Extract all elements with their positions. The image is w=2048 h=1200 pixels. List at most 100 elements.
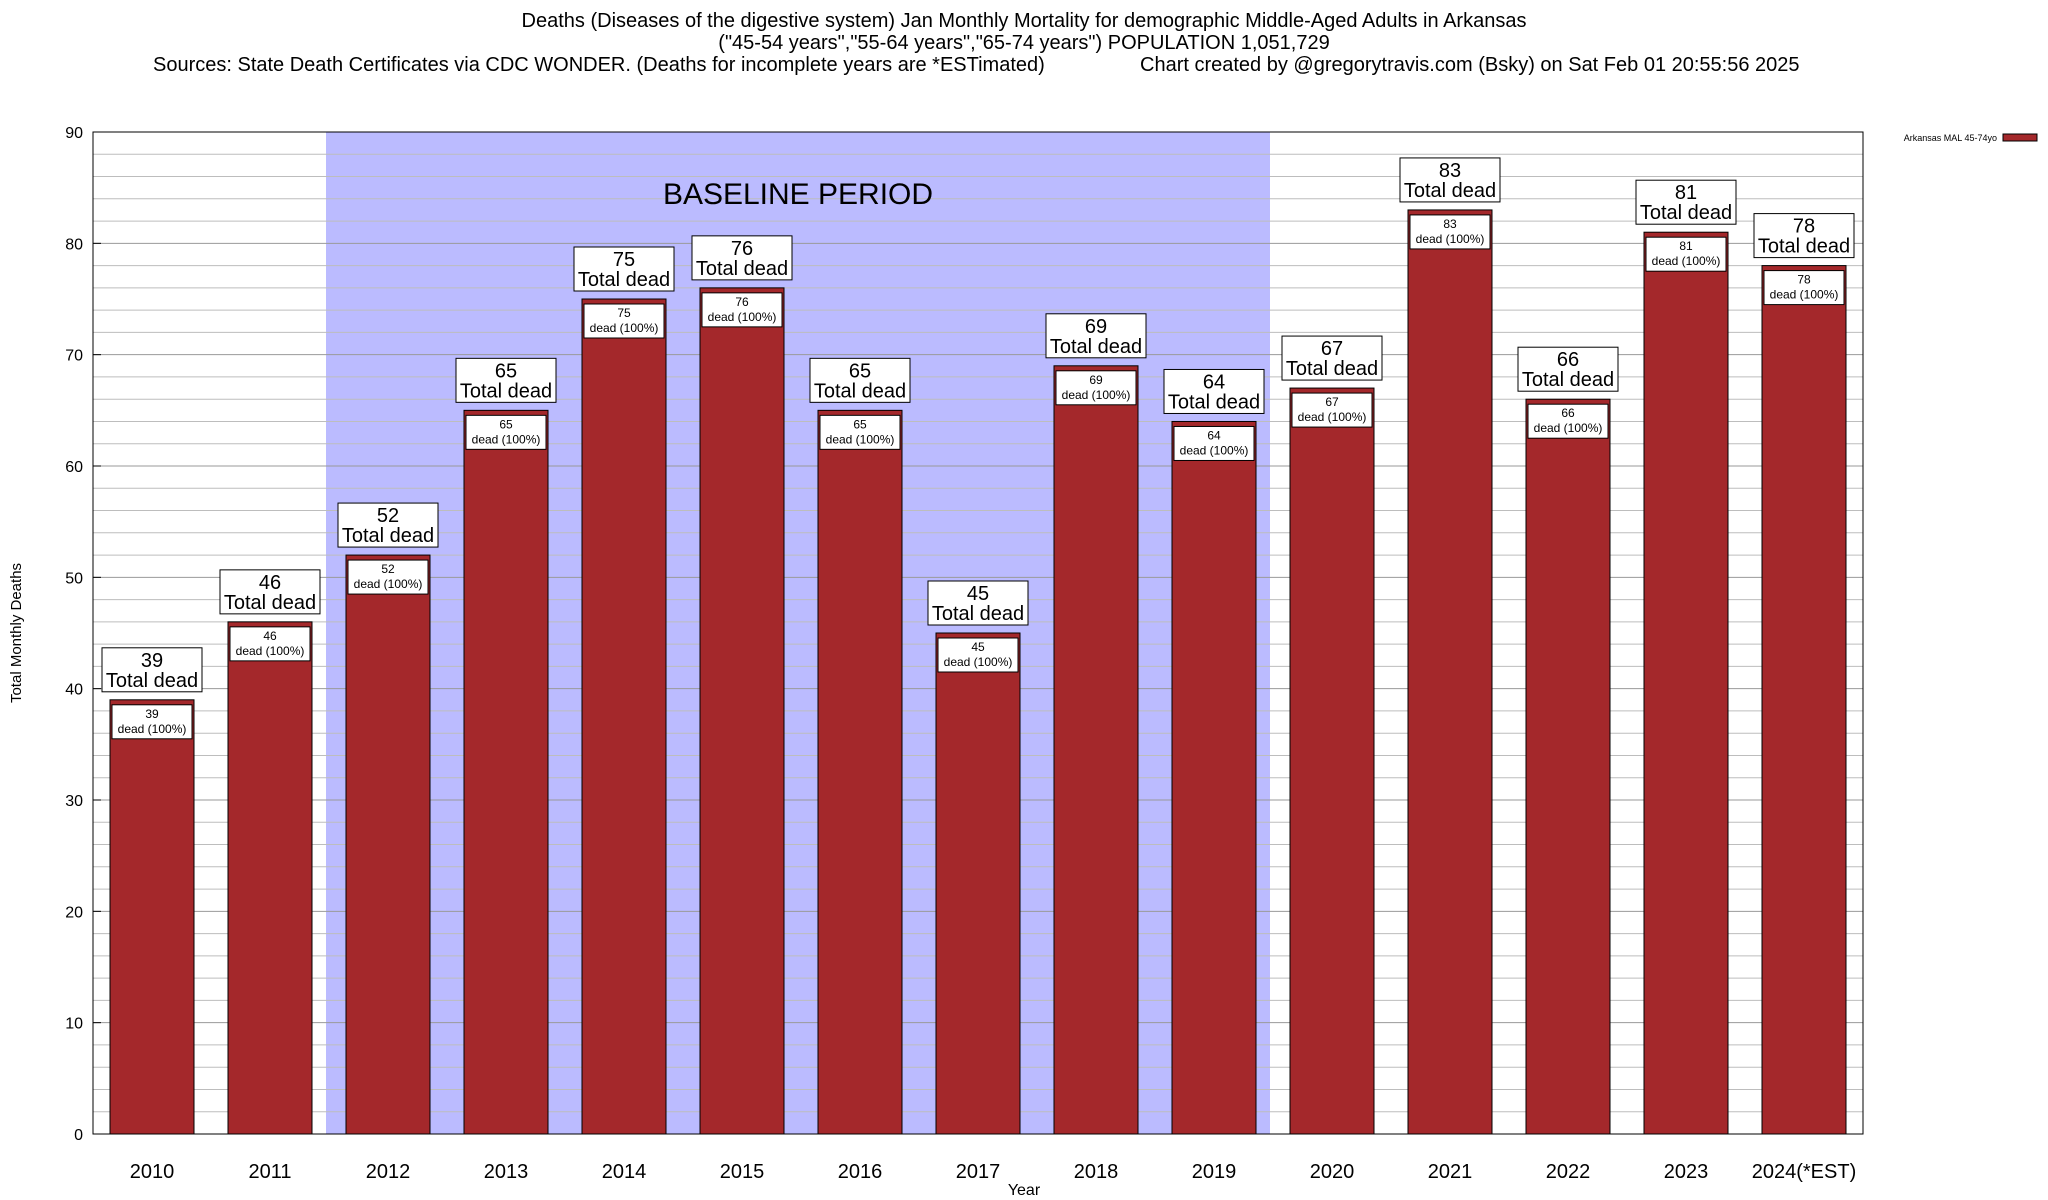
x-tick-label: 2017 xyxy=(956,1161,1001,1183)
total-label-text: Total dead xyxy=(460,380,552,402)
y-tick-label: 60 xyxy=(65,459,83,476)
inner-label-value: 46 xyxy=(263,629,277,643)
y-tick-label: 70 xyxy=(65,348,83,365)
bar-2015 xyxy=(699,287,785,1135)
inner-label-box xyxy=(701,292,783,328)
inner-label-text: dead (100%) xyxy=(1534,421,1603,435)
total-label-value: 65 xyxy=(849,360,871,382)
inner-label-text: dead (100%) xyxy=(1416,232,1485,246)
baseline-label: BASELINE PERIOD xyxy=(663,178,933,211)
y-tick-label: 30 xyxy=(65,793,83,810)
inner-label-text: dead (100%) xyxy=(236,644,305,658)
inner-label-text: dead (100%) xyxy=(708,310,777,324)
inner-label-value: 65 xyxy=(853,417,867,431)
legend-swatch xyxy=(2002,133,2038,142)
x-tick-label: 2022 xyxy=(1546,1161,1591,1183)
inner-label-value: 52 xyxy=(381,562,395,576)
x-tick-label: 2011 xyxy=(248,1161,291,1183)
credit-text: Chart created by @gregorytravis.com (Bsk… xyxy=(1140,54,1800,76)
total-label-box xyxy=(101,647,203,693)
bar-2010 xyxy=(109,699,195,1135)
inner-label-value: 78 xyxy=(1797,273,1811,287)
inner-label-value: 45 xyxy=(971,640,985,654)
inner-label-box xyxy=(937,637,1019,673)
total-label-text: Total dead xyxy=(1640,202,1732,224)
inner-label-value: 81 xyxy=(1679,239,1693,253)
total-label-box xyxy=(809,357,911,403)
inner-label-box xyxy=(583,303,665,339)
inner-label-box xyxy=(1291,392,1373,428)
x-tick-label: 2024(*EST) xyxy=(1752,1161,1857,1183)
x-tick-label: 2014 xyxy=(602,1161,647,1183)
total-label-text: Total dead xyxy=(696,258,788,280)
inner-label-box xyxy=(465,414,547,450)
total-label-box xyxy=(1753,213,1855,259)
bar-2016 xyxy=(817,409,903,1135)
inner-label-value: 64 xyxy=(1207,428,1221,442)
inner-label-value: 65 xyxy=(499,417,513,431)
total-label-text: Total dead xyxy=(224,592,316,614)
inner-label-text: dead (100%) xyxy=(590,321,659,335)
y-axis-label: Total Monthly Deaths xyxy=(8,563,25,703)
total-label-text: Total dead xyxy=(1758,236,1850,258)
x-tick-label: 2015 xyxy=(720,1161,765,1183)
y-tick-label: 90 xyxy=(65,125,83,142)
inner-label-text: dead (100%) xyxy=(1180,443,1249,457)
bar-2021 xyxy=(1407,209,1493,1135)
inner-label-value: 67 xyxy=(1325,395,1339,409)
total-label-box xyxy=(927,580,1029,626)
chart-header: Deaths (Diseases of the digestive system… xyxy=(0,10,2048,54)
bar-2011 xyxy=(227,621,313,1135)
inner-label-box xyxy=(1645,236,1727,272)
inner-label-text: dead (100%) xyxy=(354,577,423,591)
total-label-value: 75 xyxy=(613,249,635,271)
inner-label-box xyxy=(229,626,311,662)
x-tick-label: 2010 xyxy=(130,1161,175,1183)
bar-2024(*EST) xyxy=(1761,265,1847,1135)
total-label-value: 39 xyxy=(141,650,163,672)
sources-text: Sources: State Death Certificates via CD… xyxy=(153,54,1045,76)
y-tick-label: 10 xyxy=(65,1016,83,1033)
total-label-box xyxy=(455,357,557,403)
inner-label-text: dead (100%) xyxy=(472,432,541,446)
inner-label-box xyxy=(111,704,193,740)
inner-label-box xyxy=(1409,214,1491,250)
total-label-box xyxy=(573,246,675,292)
total-label-text: Total dead xyxy=(932,603,1024,625)
plot-frame xyxy=(92,131,1864,1135)
x-tick-label: 2012 xyxy=(366,1161,411,1183)
total-label-text: Total dead xyxy=(1404,180,1496,202)
inner-label-text: dead (100%) xyxy=(1062,388,1131,402)
total-label-text: Total dead xyxy=(814,380,906,402)
total-label-box xyxy=(1163,368,1265,414)
total-label-value: 67 xyxy=(1321,338,1343,360)
x-tick-label: 2016 xyxy=(838,1161,883,1183)
bar-2019 xyxy=(1171,420,1257,1135)
total-label-text: Total dead xyxy=(1286,358,1378,380)
y-tick-label: 40 xyxy=(65,682,83,699)
total-label-box xyxy=(1281,335,1383,381)
y-tick-label: 20 xyxy=(65,904,83,921)
total-label-text: Total dead xyxy=(1050,336,1142,358)
total-label-value: 78 xyxy=(1793,216,1815,238)
total-label-box xyxy=(1399,157,1501,203)
inner-label-value: 66 xyxy=(1561,406,1575,420)
total-label-box xyxy=(337,502,439,548)
total-label-box xyxy=(1635,179,1737,225)
total-label-value: 46 xyxy=(259,572,281,594)
total-label-value: 76 xyxy=(731,238,753,260)
chart-title: Deaths (Diseases of the digestive system… xyxy=(521,10,1527,32)
inner-label-value: 75 xyxy=(617,306,631,320)
y-tick-label: 50 xyxy=(65,570,83,587)
total-label-text: Total dead xyxy=(106,670,198,692)
inner-label-text: dead (100%) xyxy=(1298,410,1367,424)
x-tick-label: 2023 xyxy=(1664,1161,1709,1183)
inner-label-text: dead (100%) xyxy=(1770,288,1839,302)
total-label-text: Total dead xyxy=(1168,391,1260,413)
inner-label-text: dead (100%) xyxy=(944,655,1013,669)
bar-2012 xyxy=(345,554,431,1135)
total-label-box xyxy=(219,569,321,615)
total-label-text: Total dead xyxy=(578,269,670,291)
total-label-box xyxy=(1517,346,1619,392)
